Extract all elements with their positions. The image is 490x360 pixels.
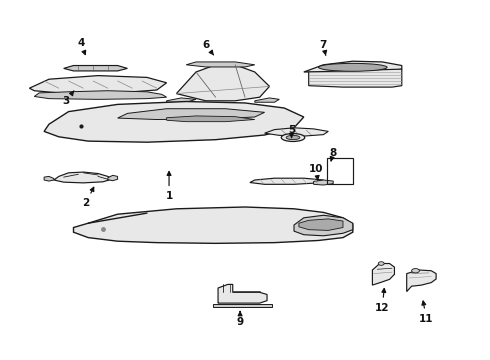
Polygon shape (250, 178, 323, 184)
Text: 3: 3 (63, 91, 74, 106)
Polygon shape (44, 102, 304, 142)
Polygon shape (309, 69, 402, 87)
Polygon shape (304, 61, 402, 73)
Text: 9: 9 (237, 311, 244, 327)
Polygon shape (74, 207, 353, 243)
Polygon shape (167, 98, 196, 102)
Text: 6: 6 (202, 40, 214, 55)
Polygon shape (265, 128, 328, 136)
Text: 1: 1 (166, 171, 172, 201)
Polygon shape (255, 98, 279, 102)
Ellipse shape (286, 135, 300, 140)
Polygon shape (64, 66, 127, 71)
Polygon shape (108, 175, 118, 181)
Text: 11: 11 (419, 301, 434, 324)
Polygon shape (44, 176, 54, 181)
Text: 5: 5 (288, 125, 295, 138)
Polygon shape (372, 264, 394, 285)
Polygon shape (213, 304, 272, 307)
Text: 8: 8 (330, 148, 337, 161)
Text: 7: 7 (319, 40, 327, 55)
Polygon shape (118, 109, 265, 120)
Polygon shape (407, 270, 436, 292)
Polygon shape (294, 215, 353, 236)
Polygon shape (54, 172, 113, 183)
Polygon shape (186, 62, 255, 67)
Polygon shape (299, 219, 343, 230)
Ellipse shape (281, 134, 305, 141)
Text: 12: 12 (375, 288, 390, 313)
Polygon shape (176, 65, 270, 101)
Ellipse shape (378, 262, 384, 265)
Text: 2: 2 (82, 187, 94, 208)
Text: 10: 10 (309, 164, 323, 180)
Polygon shape (29, 76, 167, 94)
Polygon shape (314, 180, 333, 185)
Text: 4: 4 (77, 38, 86, 55)
Polygon shape (167, 116, 255, 122)
Bar (327, 158, 353, 184)
Polygon shape (34, 91, 167, 99)
Ellipse shape (412, 269, 419, 273)
Polygon shape (218, 284, 267, 303)
Ellipse shape (318, 63, 387, 71)
